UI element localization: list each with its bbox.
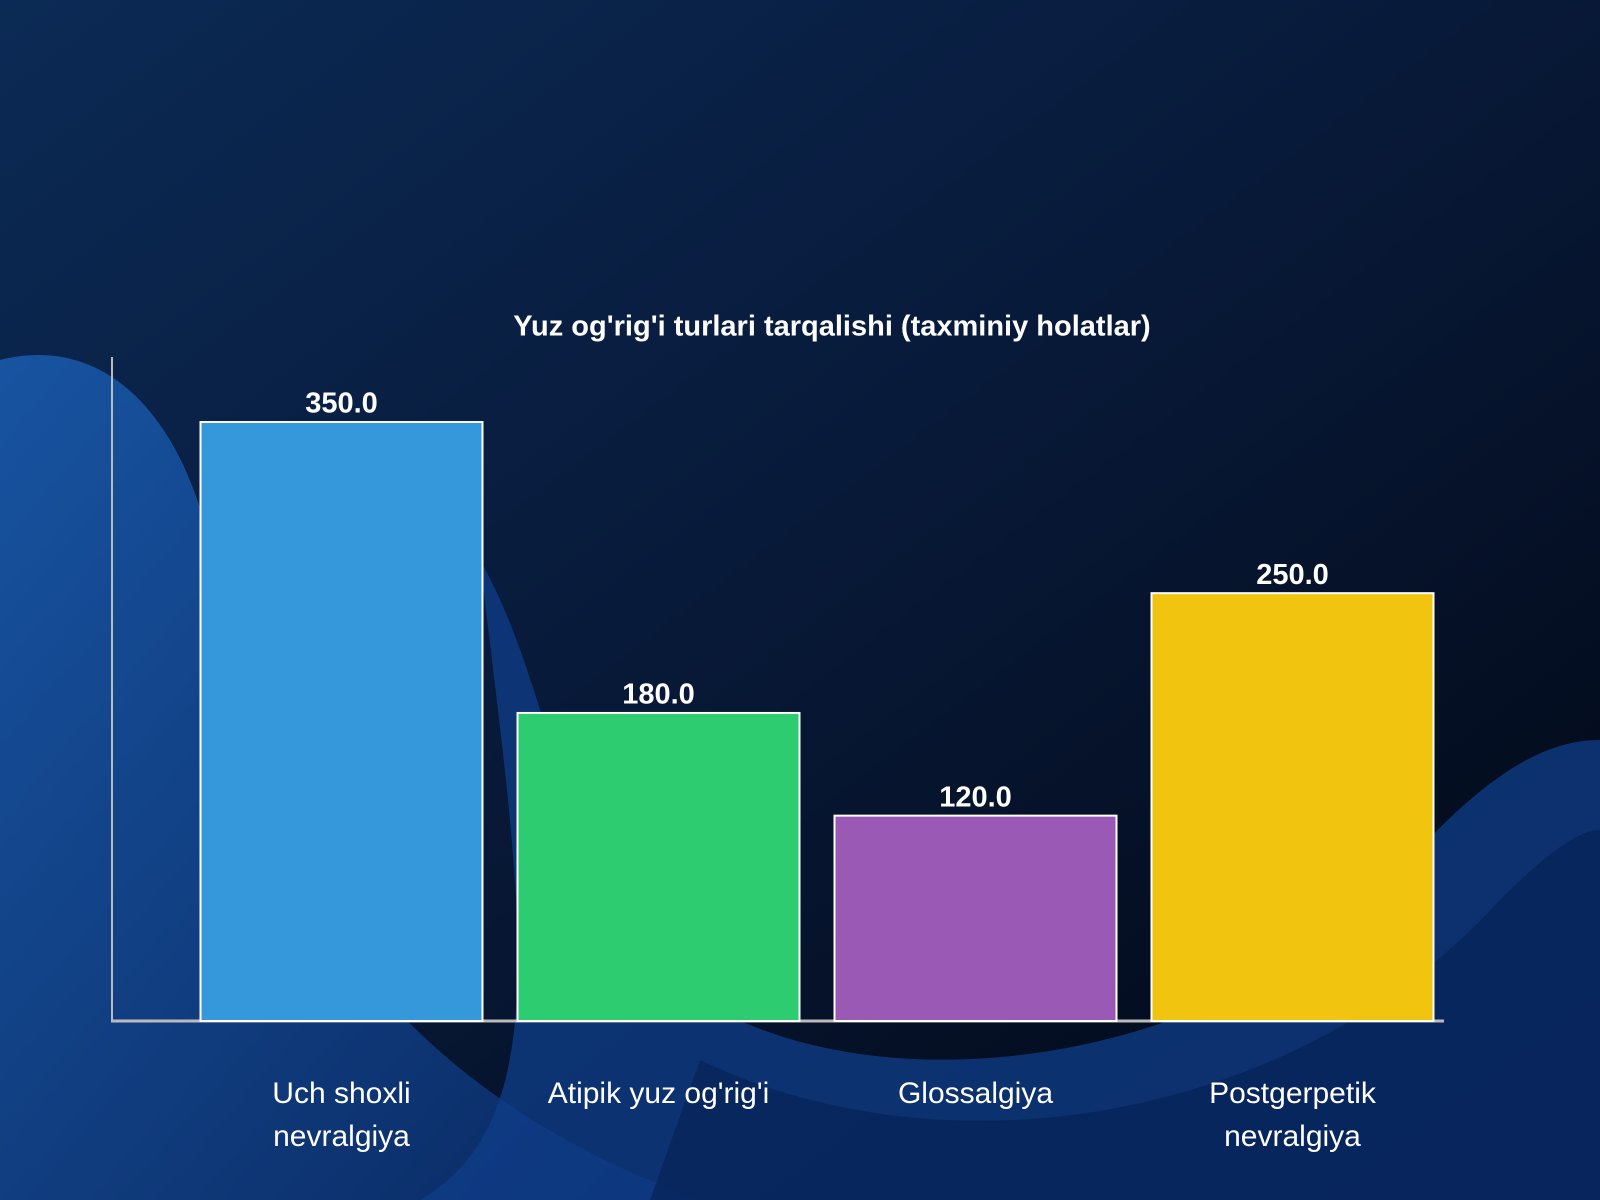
- chart-title: Yuz og'rig'i turlari tarqalishi (taxmini…: [513, 311, 1150, 343]
- x-tick-label: Uch shoxli nevralgiya: [272, 1077, 411, 1153]
- bar: [516, 711, 801, 1022]
- bar: [1150, 592, 1435, 1023]
- background-wave: [420, 560, 1600, 1200]
- bar: [833, 814, 1118, 1022]
- background-wave: [0, 355, 700, 1200]
- value-label: 250.0: [1256, 559, 1329, 591]
- value-label: 180.0: [622, 679, 695, 711]
- background-wave: [650, 830, 1600, 1200]
- x-tick-label: Postgerpetik nevralgiya: [1209, 1077, 1376, 1153]
- bar: [199, 421, 484, 1022]
- x-tick-label: Glossalgiya: [897, 1077, 1054, 1110]
- x-tick-label: Atipik yuz og'rig'i: [547, 1077, 770, 1110]
- value-label: 350.0: [305, 388, 378, 420]
- value-label: 120.0: [939, 781, 1012, 813]
